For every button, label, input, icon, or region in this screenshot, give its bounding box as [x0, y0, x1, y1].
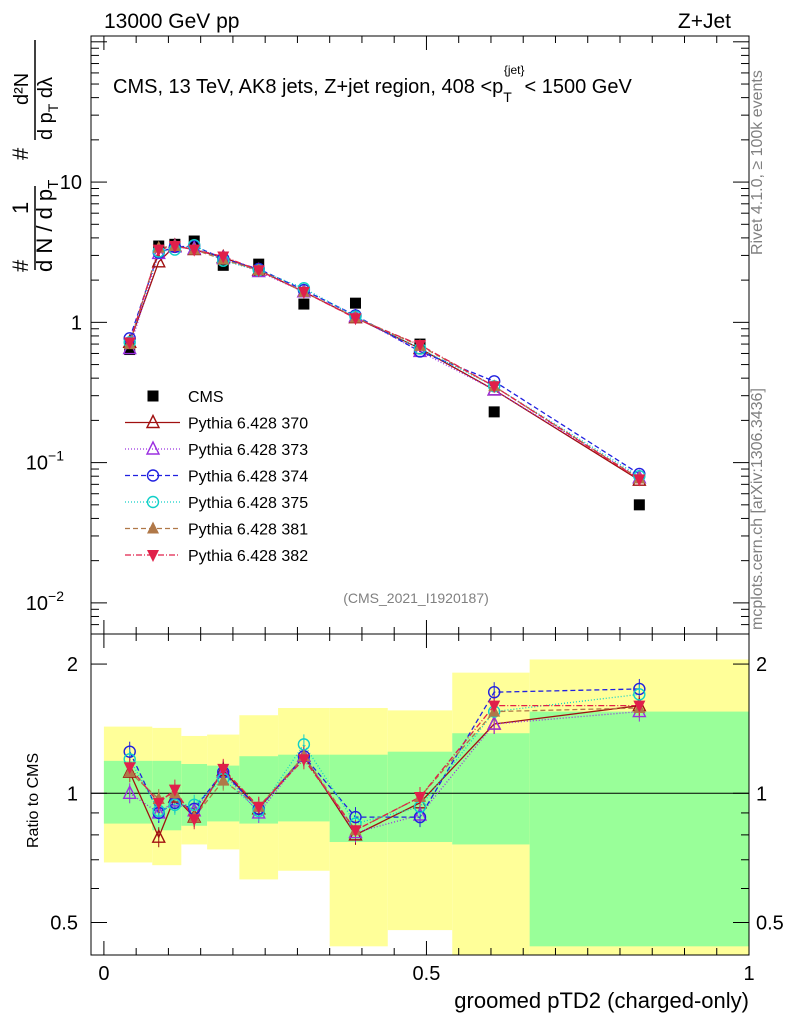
- upper-frame: [90, 35, 750, 635]
- lower-ytick-label: 1: [67, 783, 78, 805]
- title-sub: T: [503, 89, 512, 105]
- upper-point-p382: [633, 474, 646, 487]
- upper-point-cms: [349, 297, 361, 309]
- xtick-label: 0.5: [413, 963, 441, 985]
- lower-point-p374: [123, 745, 136, 758]
- title-main: CMS, 13 TeV, AK8 jets, Z+jet region, 408…: [113, 76, 503, 98]
- lower-point-p373: [251, 804, 266, 819]
- legend-label-p373: Pythia 6.428 373: [188, 442, 308, 459]
- ylabel-num-right: d²N: [11, 73, 33, 105]
- lower-point-p375: [633, 688, 646, 701]
- legend-marker-cms: [147, 390, 159, 402]
- lower-point-p373: [487, 715, 502, 730]
- lower-point-p373: [122, 784, 137, 799]
- upper-point-p382: [414, 339, 426, 352]
- title-sup: {jet}: [504, 63, 525, 77]
- upper-ytick-label: 10−1: [26, 448, 64, 475]
- upper-point-cms: [633, 499, 645, 511]
- upper-point-cms: [124, 344, 136, 356]
- ratio-bands: [91, 659, 749, 955]
- legend-label-p381: Pythia 6.428 381: [188, 522, 308, 539]
- upper-point-cms: [488, 406, 500, 418]
- title-end: < 1500 GeV: [525, 76, 633, 98]
- upper-point-p382: [123, 337, 136, 350]
- lower-frame: [90, 633, 750, 956]
- chart-title: CMS, 13 TeV, AK8 jets, Z+jet region, 408…: [113, 63, 632, 105]
- legend-marker-p375: [146, 495, 160, 509]
- lower-point-p382: [152, 797, 165, 810]
- lower-ytick-label: 0.5: [50, 912, 78, 934]
- lower-point-p382: [488, 700, 501, 713]
- lower-point-p374: [349, 810, 362, 824]
- ylabel-hash-r: #: [8, 147, 33, 160]
- lower-ytick-label-right: 2: [756, 654, 767, 676]
- upper-line-p374: [129, 245, 640, 475]
- lower-point-p382: [633, 700, 646, 713]
- upper-ylabel: # 1 d N / d pT # d²N d pT dλ: [8, 40, 62, 272]
- legend-marker-p373: [145, 440, 161, 455]
- lower-point-p382: [414, 792, 426, 805]
- xtick-label: 1: [743, 963, 754, 985]
- legend: CMS Pythia 6.428 370 Pythia 6.428 373 Pythi…: [125, 389, 308, 565]
- lower-point-p382: [252, 801, 265, 814]
- upper-ytick-label: 1: [71, 312, 82, 334]
- upper-ytick-label: 10−2: [26, 588, 64, 615]
- upper-point-p382: [217, 251, 230, 264]
- lower-point-p382: [123, 762, 136, 775]
- upper-point-p382: [349, 313, 362, 326]
- ylabel-hash-l: #: [8, 259, 33, 272]
- upper-point-p382: [152, 244, 165, 257]
- legend-label-cms: CMS: [188, 389, 224, 406]
- ylabel-den-right: d pT dλ: [35, 77, 61, 140]
- lower-point-p382: [217, 763, 230, 776]
- band-green: [529, 711, 749, 947]
- lower-point-p374: [633, 682, 646, 696]
- x-axis-label: groomed pTD2 (charged-only): [454, 988, 749, 1013]
- watermark-label: (CMS_2021_I1920187): [343, 590, 489, 606]
- lower-series-group: [122, 678, 647, 848]
- lower-point-p375: [168, 798, 182, 812]
- lower-axes: 2 2 1 1 0.5 0.5 0 0.5 1: [50, 633, 784, 985]
- upper-point-p382: [168, 241, 181, 254]
- side-rivet-label: Rivet 4.1.0, ≥ 100k events: [749, 70, 766, 255]
- upper-point-p382: [297, 286, 310, 299]
- upper-point-p382: [488, 381, 501, 394]
- legend-marker-p370: [145, 413, 161, 429]
- lower-ytick-label-right: 1: [756, 783, 767, 805]
- legend-label-p374: Pythia 6.428 374: [188, 469, 308, 486]
- legend-label-p370: Pythia 6.428 370: [188, 416, 308, 433]
- lower-point-p373: [412, 806, 428, 821]
- lower-ytick-label-right: 0.5: [756, 912, 784, 934]
- upper-axes: 10 1 10−1 10−2: [26, 35, 750, 635]
- lower-point-p382: [349, 825, 362, 838]
- header-left: 13000 GeV pp: [104, 10, 239, 33]
- upper-point-p370: [151, 253, 166, 268]
- ratio-ylabel: Ratio to CMS: [25, 753, 42, 848]
- lower-point-p370: [151, 828, 166, 843]
- lower-point-p374: [487, 685, 501, 699]
- lower-point-p381: [217, 773, 230, 786]
- legend-label-p382: Pythia 6.428 382: [188, 548, 308, 565]
- upper-point-cms: [217, 259, 229, 271]
- side-mcplots-label: mcplots.cern.ch [arXiv:1306.3436]: [749, 388, 766, 630]
- upper-point-p382: [252, 265, 265, 278]
- upper-point-p382: [188, 244, 201, 257]
- xtick-label: 0: [98, 963, 109, 985]
- header-right: Z+Jet: [678, 10, 731, 33]
- legend-marker-p382: [147, 550, 159, 562]
- band-green: [452, 733, 530, 845]
- lower-point-p382: [188, 814, 201, 827]
- legend-marker-p381: [147, 521, 159, 534]
- lower-point-p382: [168, 784, 181, 797]
- ylabel-den-left: d N / d pT: [32, 180, 62, 272]
- upper-point-cms: [298, 298, 310, 310]
- legend-marker-p374: [146, 469, 160, 482]
- lower-ytick-label: 2: [67, 654, 78, 676]
- lower-point-p382: [297, 754, 310, 767]
- upper-series-group: [122, 235, 647, 511]
- upper-ytick-label: 10: [60, 172, 82, 194]
- legend-label-p375: Pythia 6.428 375: [188, 495, 308, 512]
- ylabel-one: 1: [8, 202, 33, 214]
